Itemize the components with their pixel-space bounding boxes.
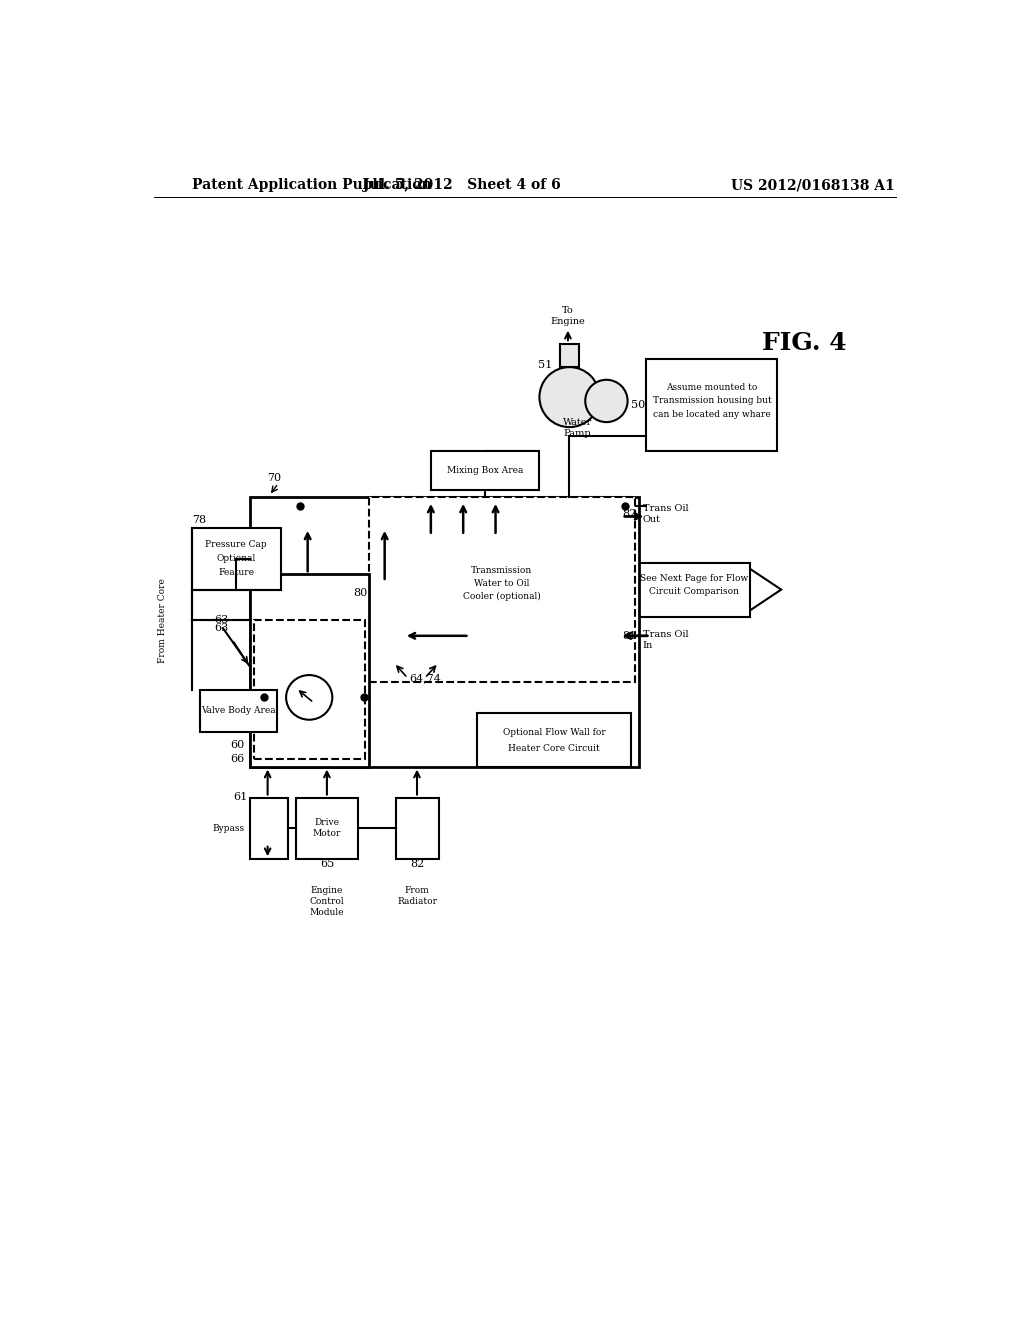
Text: Transmission: Transmission — [471, 566, 532, 574]
Text: Engine
Control
Module: Engine Control Module — [309, 886, 344, 917]
Text: Drive
Motor: Drive Motor — [312, 818, 341, 838]
Text: See Next Page for Flow: See Next Page for Flow — [640, 574, 749, 582]
Text: 61: 61 — [233, 792, 248, 803]
Ellipse shape — [540, 367, 599, 428]
Text: 78: 78 — [193, 515, 206, 525]
Text: 70: 70 — [267, 473, 282, 483]
Bar — [560, 345, 579, 367]
Text: Mixing Box Area: Mixing Box Area — [446, 466, 523, 475]
Text: To
Engine: To Engine — [551, 306, 586, 326]
Text: Trans Oil
In: Trans Oil In — [643, 630, 688, 649]
Text: Bypass: Bypass — [212, 824, 245, 833]
Text: Water
Pamp: Water Pamp — [562, 418, 592, 438]
Bar — [431, 451, 539, 490]
Text: Jul. 5, 2012   Sheet 4 of 6: Jul. 5, 2012 Sheet 4 of 6 — [362, 178, 560, 193]
Text: 51: 51 — [539, 360, 553, 370]
Text: 82: 82 — [622, 510, 636, 519]
Text: Feature: Feature — [218, 568, 254, 577]
Text: Assume mounted to: Assume mounted to — [667, 383, 758, 392]
Bar — [250, 797, 289, 859]
Text: 82: 82 — [410, 859, 424, 870]
Text: 81: 81 — [622, 631, 636, 640]
Bar — [396, 797, 438, 859]
Text: Optional Flow Wall for: Optional Flow Wall for — [503, 729, 605, 738]
Text: can be located any whare: can be located any whare — [653, 409, 771, 418]
Text: US 2012/0168138 A1: US 2012/0168138 A1 — [731, 178, 895, 193]
Bar — [193, 528, 281, 590]
Text: 66: 66 — [230, 754, 245, 764]
Bar — [250, 574, 370, 767]
Text: From
Radiator: From Radiator — [397, 886, 437, 906]
Text: 65: 65 — [319, 859, 334, 870]
Text: From Heater Core: From Heater Core — [159, 578, 167, 663]
Text: 80: 80 — [353, 589, 368, 598]
Text: FIG. 4: FIG. 4 — [762, 331, 847, 355]
Ellipse shape — [586, 380, 628, 422]
Bar — [370, 498, 635, 682]
Text: Pressure Cap: Pressure Cap — [205, 540, 267, 549]
Text: Circuit Comparison: Circuit Comparison — [649, 586, 739, 595]
Bar — [296, 797, 357, 859]
Bar — [646, 359, 777, 451]
Text: Heater Core Circuit: Heater Core Circuit — [508, 743, 600, 752]
Bar — [200, 689, 276, 733]
Text: Trans Oil
Out: Trans Oil Out — [643, 504, 688, 524]
Text: 50: 50 — [631, 400, 645, 409]
Bar — [477, 713, 631, 767]
Bar — [254, 620, 366, 759]
Text: Cooler (optional): Cooler (optional) — [463, 591, 541, 601]
Bar — [250, 498, 639, 767]
Text: 60: 60 — [230, 741, 245, 750]
Text: Transmission housing but: Transmission housing but — [652, 396, 771, 405]
Text: Water to Oil: Water to Oil — [474, 579, 529, 587]
Bar — [639, 562, 751, 616]
Text: 63: 63 — [214, 623, 228, 634]
Text: Patent Application Publication: Patent Application Publication — [193, 178, 432, 193]
Text: Valve Body Area: Valve Body Area — [201, 706, 275, 715]
Text: Optional: Optional — [216, 554, 256, 564]
Text: 63: 63 — [214, 615, 228, 626]
Text: 64,74: 64,74 — [410, 673, 441, 684]
